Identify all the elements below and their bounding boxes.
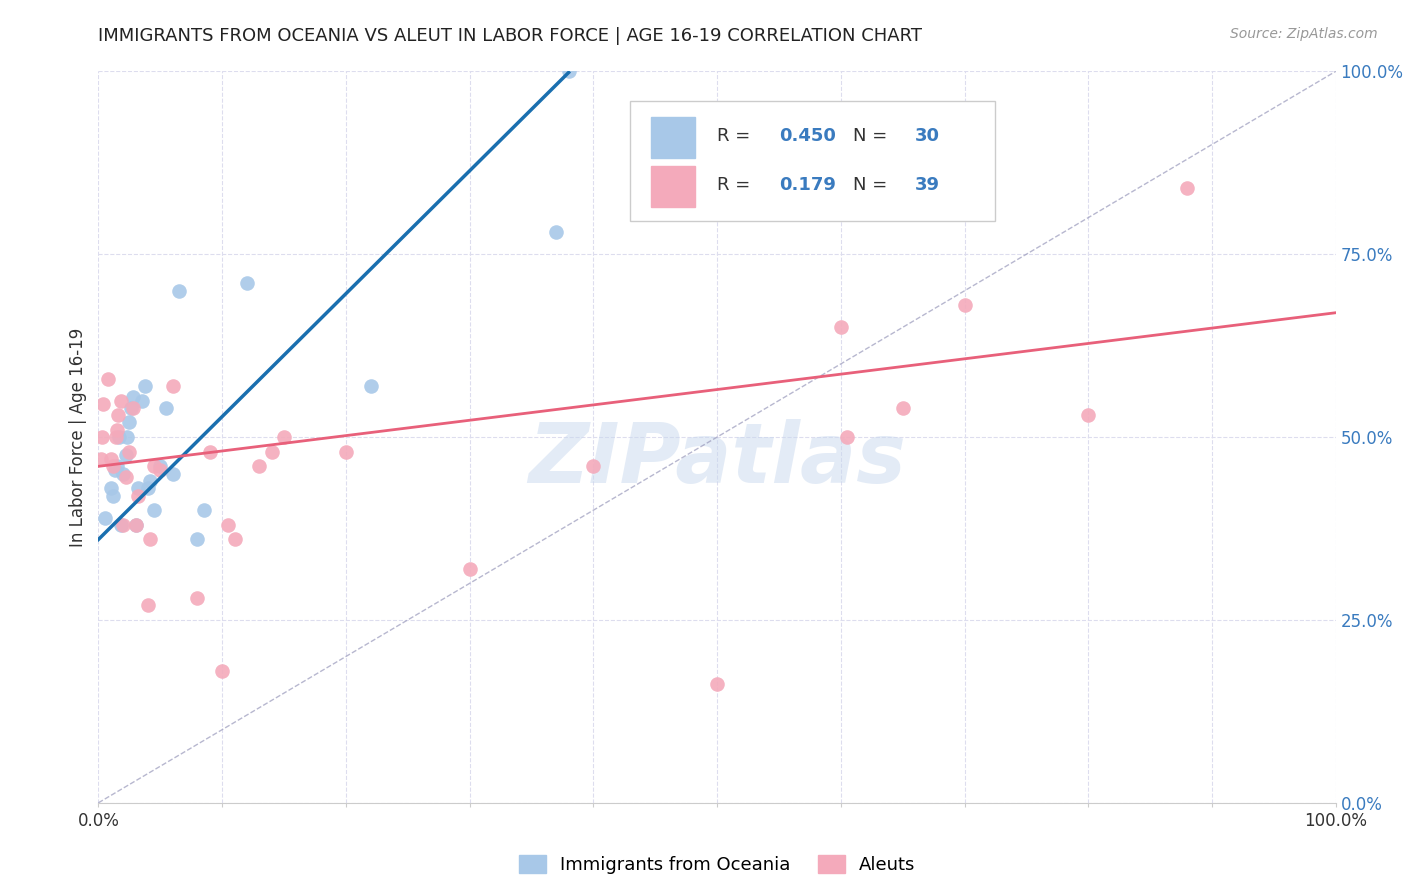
Text: IMMIGRANTS FROM OCEANIA VS ALEUT IN LABOR FORCE | AGE 16-19 CORRELATION CHART: IMMIGRANTS FROM OCEANIA VS ALEUT IN LABO…: [98, 27, 922, 45]
Point: [217, 517, 239, 532]
Point: [143, 459, 166, 474]
Point: [114, 449, 136, 463]
Point: [139, 533, 162, 547]
Point: [115, 430, 138, 444]
FancyBboxPatch shape: [651, 167, 695, 207]
Point: [127, 481, 149, 495]
Text: 0.450: 0.450: [779, 127, 835, 145]
Point: [155, 401, 177, 415]
Point: [335, 444, 357, 458]
Point: [1175, 181, 1198, 195]
Point: [100, 481, 122, 495]
Point: [114, 470, 136, 484]
Point: [546, 225, 568, 239]
Point: [108, 430, 131, 444]
FancyBboxPatch shape: [630, 101, 995, 221]
Point: [236, 277, 259, 291]
Point: [110, 393, 132, 408]
Point: [103, 489, 125, 503]
Point: [91, 430, 114, 444]
Point: [557, 64, 579, 78]
Point: [139, 474, 162, 488]
Point: [124, 517, 146, 532]
Text: N =: N =: [853, 176, 893, 194]
Point: [162, 467, 184, 481]
Point: [118, 416, 141, 430]
Point: [273, 430, 295, 444]
Point: [835, 430, 858, 444]
Legend: Immigrants from Oceania, Aleuts: Immigrants from Oceania, Aleuts: [512, 847, 922, 881]
Point: [136, 481, 159, 495]
Point: [953, 298, 976, 312]
Text: 0.179: 0.179: [779, 176, 835, 194]
Text: R =: R =: [717, 127, 756, 145]
Text: 30: 30: [915, 127, 941, 145]
Point: [110, 517, 132, 532]
Y-axis label: In Labor Force | Age 16-19: In Labor Force | Age 16-19: [69, 327, 87, 547]
Point: [118, 444, 141, 458]
Point: [103, 459, 125, 474]
Point: [143, 503, 166, 517]
Point: [124, 517, 146, 532]
Point: [891, 401, 914, 415]
Point: [127, 489, 149, 503]
Point: [107, 408, 129, 422]
Point: [112, 517, 135, 532]
Text: ZIPatlas: ZIPatlas: [529, 418, 905, 500]
Point: [103, 463, 125, 477]
Point: [162, 379, 184, 393]
Point: [112, 467, 135, 481]
Point: [198, 444, 221, 458]
FancyBboxPatch shape: [651, 118, 695, 158]
Point: [167, 284, 190, 298]
Point: [93, 510, 115, 524]
Point: [193, 503, 215, 517]
Point: [120, 401, 142, 415]
Point: [247, 459, 270, 474]
Point: [458, 562, 481, 576]
Point: [582, 459, 605, 474]
Point: [105, 423, 128, 437]
Point: [186, 533, 208, 547]
Point: [211, 664, 233, 678]
Point: [1077, 408, 1099, 422]
Point: [224, 533, 246, 547]
Point: [360, 379, 382, 393]
Point: [122, 390, 145, 404]
Point: [104, 430, 127, 444]
Point: [134, 379, 156, 393]
Point: [97, 371, 120, 385]
Point: [105, 459, 128, 474]
Point: [90, 452, 112, 467]
Point: [149, 459, 172, 474]
Point: [136, 599, 159, 613]
Point: [122, 401, 145, 415]
Point: [93, 397, 115, 411]
Point: [706, 676, 728, 690]
Text: Source: ZipAtlas.com: Source: ZipAtlas.com: [1230, 27, 1378, 41]
Point: [131, 393, 153, 408]
Point: [100, 452, 122, 467]
Point: [260, 444, 283, 458]
Text: 39: 39: [915, 176, 941, 194]
Point: [830, 320, 852, 334]
Text: R =: R =: [717, 176, 756, 194]
Point: [186, 591, 208, 605]
Point: [149, 463, 172, 477]
Text: N =: N =: [853, 127, 893, 145]
